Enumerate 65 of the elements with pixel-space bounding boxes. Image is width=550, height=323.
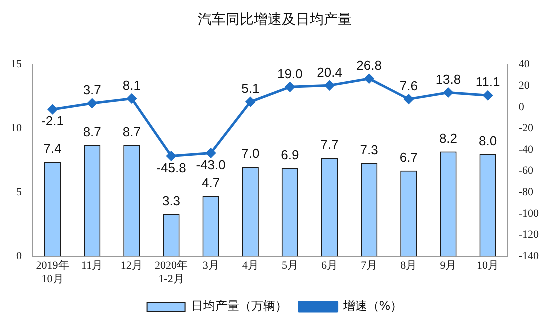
data-label: 7.7 <box>320 137 339 152</box>
data-label: 7.0 <box>242 146 260 162</box>
data-label: 20.4 <box>317 64 342 80</box>
data-label: -2.1 <box>42 114 64 129</box>
data-label: 4.7 <box>202 176 220 191</box>
point <box>88 98 98 108</box>
y2-tick-label: 40 <box>518 58 530 71</box>
x-tick-label: 9月 <box>440 260 457 272</box>
point <box>364 74 374 84</box>
x-tick-label: 12月 <box>120 260 143 272</box>
data-label: 7.4 <box>44 141 62 156</box>
point <box>325 80 335 90</box>
y-tick-label: 5 <box>16 186 22 199</box>
data-label: 6.7 <box>400 150 418 166</box>
point <box>166 151 176 161</box>
x-tick-label: 5月 <box>282 260 298 272</box>
data-label: 8.7 <box>122 124 141 140</box>
data-label: 7.3 <box>360 142 378 158</box>
legend-label: 增速（%） <box>342 299 403 314</box>
y-tick-label: 10 <box>11 122 22 135</box>
data-label: 8.2 <box>439 130 458 146</box>
y2-tick-label: -60 <box>518 165 534 178</box>
data-label: 19.0 <box>278 66 303 82</box>
data-label: 7.6 <box>400 78 418 94</box>
y2-tick-label: -40 <box>518 144 534 156</box>
data-label: 8.7 <box>83 124 102 140</box>
x-tick-label: 8月 <box>400 260 418 272</box>
data-label: 11.1 <box>476 74 500 90</box>
x-tick-label: 11月 <box>82 260 104 272</box>
x-tick-label: 3月 <box>202 260 220 272</box>
data-label: 5.1 <box>242 81 260 96</box>
point <box>48 104 58 114</box>
y2-tick-label: -120 <box>518 229 540 242</box>
point <box>206 148 216 158</box>
x-tick-label: 4月 <box>242 260 259 272</box>
data-label: 3.7 <box>83 82 102 98</box>
y-tick-label: 0 <box>16 250 22 262</box>
point <box>285 82 295 92</box>
y2-tick-label: -20 <box>518 122 534 135</box>
y2-tick-label: -100 <box>518 208 540 220</box>
data-label: -45.8 <box>156 160 186 176</box>
x-tick-label: 10月 <box>477 260 500 272</box>
data-label: 26.8 <box>356 58 382 73</box>
point <box>404 94 414 104</box>
data-label: 6.9 <box>281 147 300 162</box>
data-label: 3.3 <box>162 193 181 208</box>
point <box>444 88 454 98</box>
y2-tick-label: -80 <box>518 186 534 199</box>
y-tick-label: 15 <box>11 58 22 71</box>
x-tick-label: 2019年 10月 <box>36 260 70 286</box>
y2-tick-label: -140 <box>518 250 540 262</box>
data-label: 8.1 <box>122 78 141 93</box>
data-label: 13.8 <box>436 72 462 87</box>
data-label: -43.0 <box>196 157 226 172</box>
y2-tick-label: 20 <box>518 80 530 92</box>
point <box>246 97 256 107</box>
x-tick-label: 7月 <box>361 260 378 272</box>
chart-title: 汽车同比增速及日均产量 <box>198 12 352 28</box>
data-label: 8.0 <box>479 133 498 148</box>
x-tick-label: 2020年 1-2月 <box>154 260 188 286</box>
point <box>127 94 137 104</box>
legend-label: 日均产量（万辆） <box>191 299 288 314</box>
point <box>483 90 493 100</box>
y2-tick-label: 0 <box>518 101 525 114</box>
x-tick-label: 6月 <box>322 260 338 272</box>
